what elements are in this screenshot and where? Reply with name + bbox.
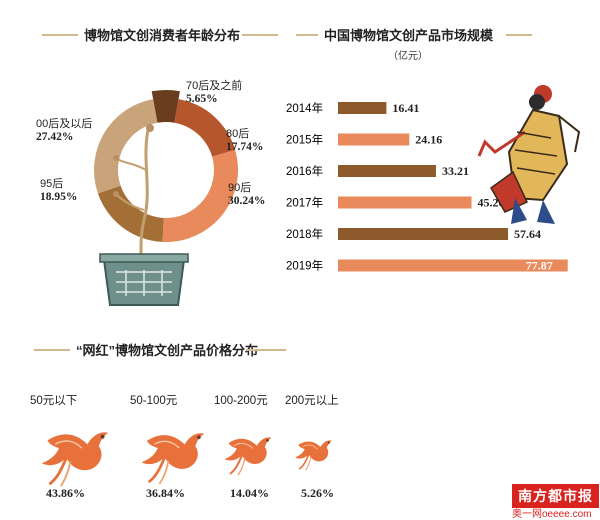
price-title-ornament-right (246, 349, 286, 351)
bar-year-label: 2017年 (286, 196, 323, 210)
bar-year-label: 2016年 (286, 164, 323, 178)
bar (338, 259, 568, 272)
pie-chart-title: 博物馆文创消费者年龄分布 (84, 28, 241, 43)
bar-value-label: 16.41 (392, 101, 419, 115)
bar-year-label: 2018年 (286, 227, 323, 241)
price-category-label: 100-200元 (214, 395, 268, 407)
price-category-label: 50元以下 (30, 395, 78, 407)
bar-year-label: 2019年 (286, 259, 323, 273)
price-chart-title: “网红”博物馆文创产品价格分布 (76, 343, 259, 358)
phoenix-icon (41, 432, 109, 487)
bar-value-label: 77.87 (526, 259, 553, 273)
pie-label-90s-pct: 30.24% (228, 195, 266, 207)
pie-label-70s-name: 70后及之前 (186, 80, 243, 92)
bar-title-ornament-left (296, 34, 318, 36)
age-donut-chart (94, 90, 238, 242)
price-category-label: 200元以上 (285, 395, 339, 407)
bar-value-label: 57.64 (514, 227, 541, 241)
pie-slice (174, 99, 236, 157)
bar-year-label: 2015年 (286, 133, 323, 147)
pie-slice (97, 185, 164, 242)
price-category-label: 50-100元 (130, 395, 178, 407)
phoenix-icon (224, 437, 272, 476)
potted-plant-illustration (99, 124, 189, 306)
pie-label-00s-name: 00后及以后 (36, 118, 93, 130)
phoenix-icon (141, 433, 205, 485)
pie-label-90s-name: 90后 (228, 182, 252, 194)
pie-label-95s-name: 95后 (40, 178, 64, 190)
price-title-ornament-left (34, 349, 70, 351)
bar (338, 228, 509, 240)
bar-chart-title: 中国博物馆文创产品市场规模 (324, 28, 494, 43)
price-percent-label: 36.84% (146, 486, 185, 500)
bar (338, 196, 472, 209)
pie-title-ornament-right (242, 34, 278, 36)
price-percent-label: 5.26% (301, 486, 334, 500)
bar-value-label: 24.16 (415, 133, 442, 147)
pie-label-70s: 70后及之前 5.65% (186, 80, 242, 106)
pie-label-00s: 00后及以后 27.42% (36, 118, 92, 144)
pie-label-80s-pct: 17.74% (226, 141, 264, 153)
bar-title-ornament-right (506, 34, 532, 36)
pie-slice (162, 150, 238, 242)
phoenix-icon (295, 440, 333, 471)
pie-title-ornament-left (42, 34, 78, 36)
pie-label-95s-pct: 18.95% (40, 191, 78, 203)
price-percent-label: 14.04% (230, 486, 269, 500)
pie-label-90s: 90后 30.24% (228, 182, 265, 208)
pie-label-95s: 95后 18.95% (40, 178, 77, 204)
pie-slice (94, 99, 158, 194)
pie-label-80s-name: 80后 (226, 128, 250, 140)
bar-chart-unit: （亿元） (388, 51, 428, 62)
shadow-puppet-illustration (477, 85, 581, 224)
bar (338, 102, 387, 114)
price-percent-label: 43.86% (46, 486, 85, 500)
bar (338, 133, 410, 146)
brand-logo: 南方都市报 (512, 484, 599, 508)
pie-label-80s: 80后 17.74% (226, 128, 263, 154)
pie-slice (151, 90, 180, 123)
pie-label-00s-pct: 27.42% (36, 131, 74, 143)
bar-value-label: 33.21 (442, 164, 469, 178)
brand-subtitle: 奥一网oeeee.com (512, 509, 592, 520)
pie-label-70s-pct: 5.65% (186, 93, 218, 105)
bar-year-label: 2014年 (286, 101, 323, 115)
bar (338, 165, 436, 177)
